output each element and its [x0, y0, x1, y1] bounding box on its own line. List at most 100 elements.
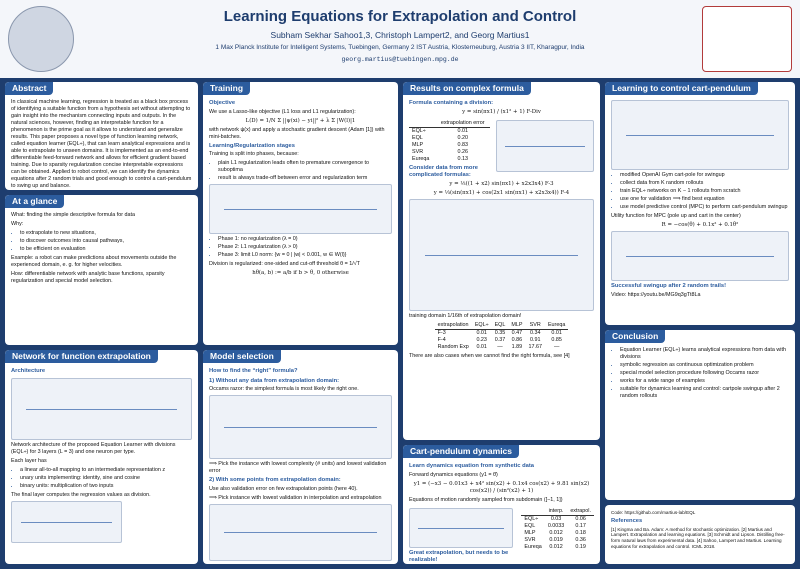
affiliations: 1 Max Planck Institute for Intelligent S…	[215, 44, 585, 51]
bullet-list: modified OpenAI Gym cart-pole for swingu…	[611, 172, 789, 211]
logo	[8, 6, 74, 72]
table-cell: 0.01	[476, 329, 487, 336]
formula: y = ⅓((1 + x2) sin(πx1) + x2x3x4) F-3	[449, 180, 554, 187]
paragraph: We use a Lasso-like objective (L1 loss a…	[209, 108, 356, 115]
paragraph: There are also cases when we cannot find…	[409, 352, 570, 359]
table-cell: 0.17	[575, 522, 586, 529]
table-cell: EQL	[491, 321, 509, 330]
formula: L(D) = 1/N Σ ||ψ(xi) − yi||² + λ Σ |W(l)…	[245, 117, 356, 124]
table-cell: extrapol.	[567, 507, 594, 516]
subheading: Architecture	[11, 368, 46, 374]
table-row: extrapolation error	[409, 119, 491, 128]
bullet-item: use one for validation ⟹ find best equat…	[620, 196, 789, 203]
figure	[209, 184, 392, 235]
table-row: EQL 0.20	[409, 135, 490, 142]
bullet-item: Phase 2: L1 regularization (λ > 0)	[218, 244, 392, 251]
table-cell: 0.19	[575, 543, 586, 550]
formula: y = sin(πx1) / (x1² + 1) F-Div	[462, 108, 541, 115]
paragraph: Network architecture of the proposed Equ…	[11, 441, 176, 455]
subheading: Learn dynamics equation from synthetic d…	[409, 463, 534, 469]
table-cell: EQL	[524, 522, 536, 529]
subheading: Objective	[209, 100, 236, 106]
paragraph: The final layer computes the regression …	[11, 491, 151, 498]
section-title: Model selection	[203, 350, 281, 363]
table-cell: 0.01	[457, 127, 468, 134]
figure	[611, 100, 789, 170]
bullet-list: to extrapolate to new situations,to disc…	[11, 230, 192, 253]
paragraph: Utility function for MPC (pole up and ca…	[611, 213, 741, 220]
table-cell: 1.89	[511, 343, 523, 350]
table-row: EQL÷ 0.01	[409, 127, 490, 135]
table-cell: F-3	[437, 329, 446, 336]
table-row: F-4 0.23 0.37 0.86 0.91 0.85	[435, 337, 569, 344]
table-cell: MLP	[524, 529, 536, 536]
table-row: F-3 0.01 0.35 0.47 0.34 0.01	[435, 329, 569, 337]
table-cell: EQL÷	[412, 127, 426, 134]
section-title: At a glance	[5, 195, 65, 208]
table-row: MLP 0.012 0.18	[521, 530, 594, 537]
bullet-item: symbolic regression as continuous optimi…	[620, 362, 789, 369]
paragraph: Example: a robot can make predictions ab…	[11, 255, 177, 269]
table-cell: 0.26	[457, 148, 468, 155]
table-cell: 0.23	[476, 336, 487, 343]
figure	[209, 395, 392, 460]
table-row: extrapolation EQL÷ EQL MLP SVR Eureqa	[434, 321, 569, 330]
table-row: Random Exp 0.01 — 1.89 17.67 —	[435, 344, 569, 351]
table-cell: extrapolation	[434, 321, 472, 330]
paragraph: ⟹ Pick the instance with lowest complexi…	[209, 461, 387, 475]
paragraph: Code: https://github.com/martius-lab/EQL	[611, 510, 696, 515]
paragraph: [1] Kingma and Ba. Adam: A method for st…	[611, 526, 785, 550]
paragraph: Use also validation error on few extrapo…	[209, 485, 358, 492]
bullet-list: a linear all-to-all mapping to an interm…	[11, 467, 192, 490]
subheading: How to find the “right” formula?	[209, 368, 298, 374]
subheading: Learning/Regularization stages	[209, 142, 296, 149]
table-cell: 0.019	[549, 536, 563, 543]
bullet-item: works for a wide range of examples	[620, 378, 789, 385]
table-row: EQL÷ 0.03 0.06	[521, 515, 594, 523]
bullet-item: plain L1 regularization leads often to p…	[218, 160, 392, 174]
paragraph: training domain 1/16th of extrapolation …	[409, 312, 522, 319]
paragraph: Video: https://youtu.be/MG9q3gTt8La	[611, 291, 701, 298]
table-row: MLP 0.83	[409, 142, 490, 149]
table-cell: Eureqa	[412, 155, 430, 162]
table-cell: MLP	[508, 321, 526, 330]
table-cell: Eureqa	[524, 543, 542, 550]
section: Network for function extrapolation Archit…	[5, 350, 198, 564]
bullet-item: binary units: multiplication of two inpu…	[20, 483, 192, 490]
bullet-item: Phase 1: no regularization (λ = 0)	[218, 236, 392, 243]
table-cell: 0.13	[457, 155, 468, 162]
table-cell: SVR	[524, 536, 536, 543]
section: Cart-pendulum dynamics Learn dynamics equ…	[403, 445, 600, 564]
table-row: interp. extrapol.	[521, 507, 594, 516]
section-title: Training	[203, 82, 251, 95]
bullet-item: collect data from K random rollouts	[620, 180, 789, 187]
section: Results on complex formula Formula contai…	[403, 82, 600, 440]
section-title: Results on complex formula	[403, 82, 531, 95]
paragraph: In classical machine learning, regressio…	[11, 99, 192, 190]
table-cell: 0.012	[549, 543, 563, 550]
table-cell	[521, 507, 545, 516]
subheading: References	[611, 517, 643, 524]
table-cell: extrapolation error	[435, 119, 491, 128]
figure	[409, 198, 594, 311]
figure	[11, 500, 122, 543]
bullet-item: train EQL÷ networks on K − 1 rollouts fr…	[620, 188, 789, 195]
table-cell: MLP	[412, 141, 424, 148]
table-cell: 0.83	[457, 141, 468, 148]
table-cell: —	[497, 343, 503, 350]
paragraph: How: differentiable network with analyti…	[11, 271, 165, 285]
paragraph: Each layer has	[11, 457, 47, 464]
table-cell: F-4	[437, 336, 446, 343]
paragraph: Why:	[11, 221, 24, 228]
table-cell: 0.85	[551, 336, 562, 343]
section-title: Network for function extrapolation	[5, 350, 158, 363]
figure	[409, 507, 513, 548]
table-cell: 0.18	[575, 529, 586, 536]
paragraph: Forward dynamics equations (y1 = θ̈)	[409, 471, 498, 478]
paragraph: Equations of motion randomly sampled fro…	[409, 496, 563, 503]
paragraph: Training is split into phases, because:	[209, 151, 299, 158]
bullet-list: Equation Learner (EQL÷) learns analytica…	[611, 347, 789, 400]
bullet-item: a linear all-to-all mapping to an interm…	[20, 467, 192, 474]
table-cell: 0.86	[511, 336, 523, 343]
